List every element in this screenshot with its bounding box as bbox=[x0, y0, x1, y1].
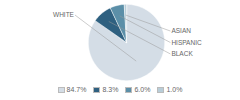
html-text:6.0%: 6.0% bbox=[134, 86, 151, 93]
html-text:8.3%: 8.3% bbox=[102, 86, 119, 93]
svg-text:BLACK: BLACK bbox=[171, 50, 193, 57]
svg-text:ASIAN: ASIAN bbox=[171, 27, 191, 34]
html-text:1.0%: 1.0% bbox=[166, 86, 183, 93]
html-text:84.7%: 84.7% bbox=[66, 86, 87, 93]
svg-text:HISPANIC: HISPANIC bbox=[171, 39, 202, 46]
svg-text:WHITE: WHITE bbox=[53, 11, 75, 18]
